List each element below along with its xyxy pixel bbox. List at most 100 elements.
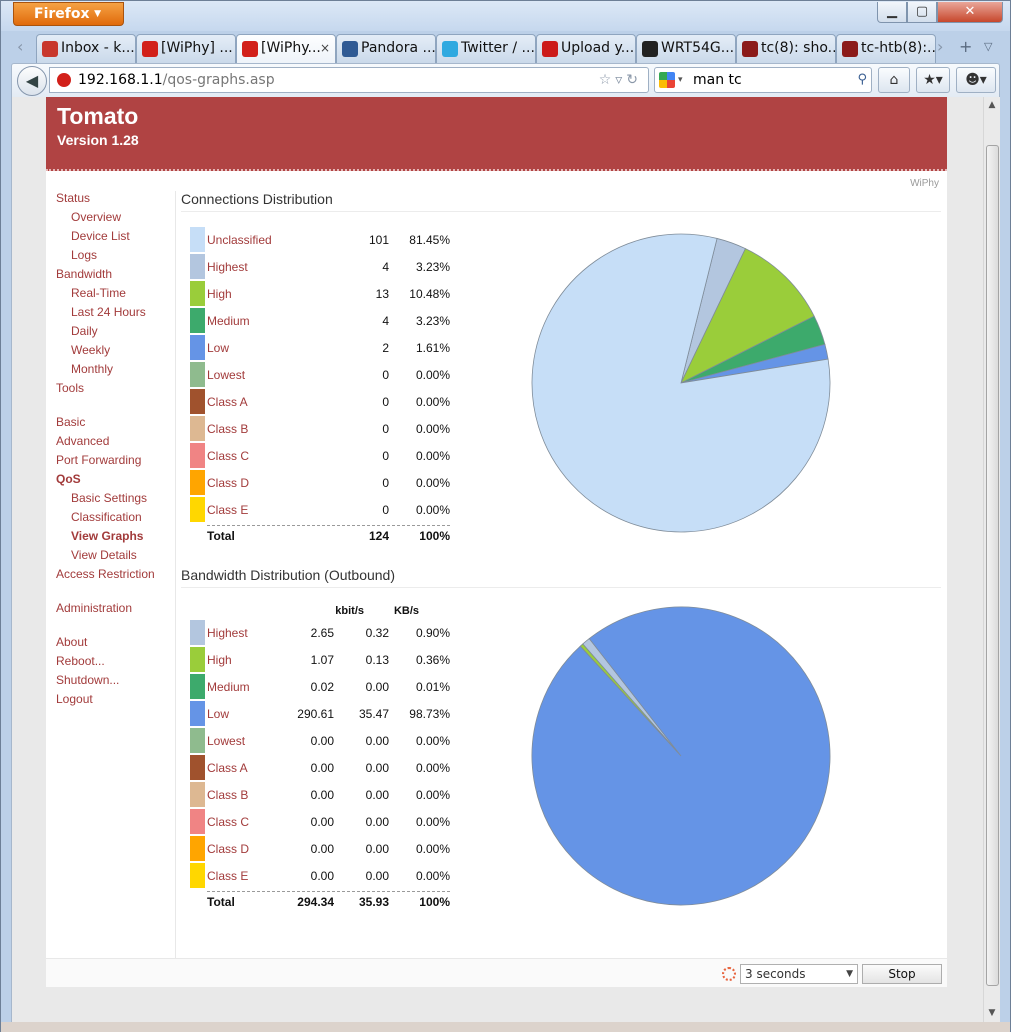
tab-1[interactable]: [WiPhy] ...	[136, 34, 236, 63]
class-name[interactable]: Class A	[207, 761, 248, 775]
class-name[interactable]: Lowest	[207, 734, 246, 748]
class-name[interactable]: Highest	[207, 626, 248, 640]
sidebar-item-administration[interactable]: Administration	[56, 601, 133, 615]
color-swatch	[190, 647, 205, 672]
github-icon	[642, 41, 658, 57]
list-all-tabs-icon[interactable]: ▽	[984, 40, 993, 53]
refresh-interval-select[interactable]: 3 seconds ▼	[740, 964, 858, 984]
sidebar-item-basic-settings[interactable]: Basic Settings	[71, 491, 148, 505]
class-name[interactable]: Class C	[207, 449, 250, 463]
sidebar-item-basic[interactable]: Basic	[56, 415, 86, 429]
connection-count: 0	[382, 422, 389, 436]
tab-0[interactable]: Inbox - k...	[36, 34, 136, 63]
kbs-value: 0.32	[365, 626, 389, 640]
search-bar[interactable]: ▾ man tc ⚲	[654, 67, 872, 93]
sidebar-item-last-24-hours[interactable]: Last 24 Hours	[71, 305, 146, 319]
stop-button[interactable]: Stop	[862, 964, 942, 984]
class-name[interactable]: Unclassified	[207, 233, 272, 247]
sidebar-item-logout[interactable]: Logout	[56, 692, 93, 706]
scroll-up-icon[interactable]: ▲	[988, 100, 996, 110]
sidebar-item-tools[interactable]: Tools	[56, 381, 85, 395]
sidebar-item-weekly[interactable]: Weekly	[71, 343, 111, 357]
addon-button[interactable]: ☻▾	[956, 67, 996, 93]
minimize-button[interactable]: ▁	[877, 2, 907, 23]
tab-7[interactable]: tc(8): sho...	[736, 34, 836, 63]
class-name[interactable]: Class E	[207, 869, 249, 883]
class-name[interactable]: Class C	[207, 815, 250, 829]
table-row: Lowest 0 0.00%	[190, 362, 450, 389]
tab-4[interactable]: Twitter / ...	[436, 34, 536, 63]
class-name[interactable]: Medium	[207, 314, 250, 328]
tab-3[interactable]: Pandora ...	[336, 34, 436, 63]
maximize-button[interactable]: ▢	[907, 2, 937, 23]
table-row: Class B 0 0.00%	[190, 416, 450, 443]
total-separator	[207, 891, 450, 892]
scrollbar-thumb[interactable]	[986, 145, 999, 986]
sidebar-item-daily[interactable]: Daily	[71, 324, 98, 338]
table-row: Low 290.61 35.47 98.73%	[190, 701, 450, 728]
sidebar-item-about[interactable]: About	[56, 635, 88, 649]
firefox-menu-button[interactable]: Firefox ▼	[13, 2, 124, 26]
class-name[interactable]: Highest	[207, 260, 248, 274]
total-label: Total	[207, 895, 235, 909]
sidebar-item-shutdown[interactable]: Shutdown...	[56, 673, 120, 687]
addon-face-icon: ☻▾	[965, 72, 987, 88]
page-footer: 3 seconds ▼ Stop	[46, 958, 947, 987]
back-button[interactable]: ◀	[17, 66, 47, 96]
google-engine-icon[interactable]	[659, 72, 675, 88]
total-kbits: 294.34	[297, 895, 334, 909]
table-row: Class E 0 0.00%	[190, 497, 450, 524]
close-tab-icon[interactable]: ×	[319, 41, 330, 55]
class-name[interactable]: Low	[207, 341, 230, 355]
sidebar-item-classification[interactable]: Classification	[71, 510, 142, 524]
bookmark-star-icon[interactable]: ☆▿↻	[598, 72, 642, 88]
class-name[interactable]: Class A	[207, 395, 248, 409]
tab-label: WRT54G...	[661, 40, 735, 56]
bookmarks-button[interactable]: ★▾	[916, 67, 950, 93]
url-bar[interactable]: 192.168.1.1/qos-graphs.asp ☆▿↻	[49, 67, 649, 93]
tab-6[interactable]: WRT54G...	[636, 34, 736, 63]
tab-label: Twitter / ...	[461, 40, 535, 56]
home-button[interactable]: ⌂	[878, 67, 910, 93]
vertical-scrollbar[interactable]: ▲ ▼	[983, 97, 1000, 1022]
class-name[interactable]: High	[207, 653, 232, 667]
class-name[interactable]: Class E	[207, 503, 249, 517]
chevron-down-icon: ▼	[846, 969, 853, 979]
tab-label: tc(8): sho...	[761, 40, 836, 56]
scroll-tabs-right-icon[interactable]: ›	[937, 37, 944, 56]
sidebar-item-device-list[interactable]: Device List	[71, 229, 130, 243]
sidebar-item-port-forwarding[interactable]: Port Forwarding	[56, 453, 142, 467]
close-window-button[interactable]: ✕	[937, 2, 1003, 23]
class-name[interactable]: Low	[207, 707, 230, 721]
sidebar-item-reboot[interactable]: Reboot...	[56, 654, 105, 668]
sidebar-item-monthly[interactable]: Monthly	[71, 362, 114, 376]
class-name[interactable]: Class B	[207, 422, 249, 436]
sidebar-item-overview[interactable]: Overview	[71, 210, 122, 224]
sidebar-item-qos[interactable]: QoS	[56, 472, 81, 486]
class-name[interactable]: Class D	[207, 476, 250, 490]
sidebar-item-real-time[interactable]: Real-Time	[71, 286, 126, 300]
class-name[interactable]: Class B	[207, 788, 249, 802]
tab-2[interactable]: [WiPhy... ×	[236, 34, 336, 63]
connection-count: 13	[375, 287, 389, 301]
class-name[interactable]: Medium	[207, 680, 250, 694]
sidebar-item-status[interactable]: Status	[56, 191, 91, 205]
search-icon[interactable]: ⚲	[857, 72, 867, 87]
class-name[interactable]: High	[207, 287, 232, 301]
sidebar-item-view-graphs[interactable]: View Graphs	[71, 529, 144, 543]
class-name[interactable]: Lowest	[207, 368, 246, 382]
sidebar-item-view-details[interactable]: View Details	[71, 548, 137, 562]
tab-8[interactable]: tc-htb(8):...	[836, 34, 936, 63]
sidebar-item-access-restriction[interactable]: Access Restriction	[56, 567, 155, 581]
tab-5[interactable]: Upload y...	[536, 34, 636, 63]
new-tab-icon[interactable]: +	[959, 37, 973, 56]
connection-percent: 3.23%	[415, 314, 450, 328]
sidebar-item-logs[interactable]: Logs	[71, 248, 98, 262]
sidebar-item-bandwidth[interactable]: Bandwidth	[56, 267, 113, 281]
scroll-tabs-left-icon[interactable]: ‹	[17, 37, 24, 56]
scroll-down-icon[interactable]: ▼	[988, 1008, 996, 1018]
back-arrow-icon: ◀	[25, 71, 39, 90]
class-name[interactable]: Class D	[207, 842, 250, 856]
engine-dropdown-icon[interactable]: ▾	[678, 75, 683, 85]
sidebar-item-advanced[interactable]: Advanced	[56, 434, 110, 448]
